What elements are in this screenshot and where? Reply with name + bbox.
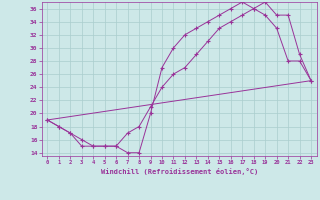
X-axis label: Windchill (Refroidissement éolien,°C): Windchill (Refroidissement éolien,°C) (100, 168, 258, 175)
